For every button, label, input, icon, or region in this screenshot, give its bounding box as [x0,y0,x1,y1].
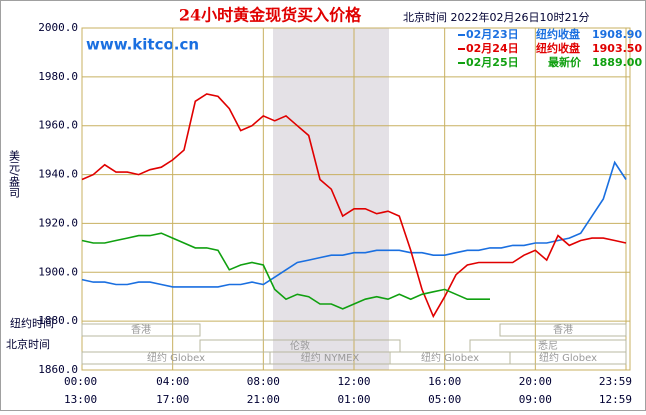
session-box [81,323,201,337]
y-tick-label: 1900.0 [38,265,78,278]
y-axis-label: 美元/盎司 [8,150,21,198]
session-label: 悉尼 [538,340,558,352]
y-tick-label: 2000.0 [38,21,78,34]
x2-tick-label: 05:00 [428,393,461,406]
session-box [509,351,627,365]
y-tick-label: 1920.0 [38,216,78,229]
session-label: 纽约 Globex [147,351,205,364]
x-tick-label: 23:59 [599,375,632,388]
y-tick-label: 1880.0 [38,314,78,327]
legend-name: 02月23日 [466,28,519,41]
x-tick-label: 04:00 [156,375,189,388]
x-tick-label: 08:00 [247,375,280,388]
session-label: 纽约 Globex [539,351,597,364]
legend-price: 1903.50 [592,42,642,55]
row-label: 北京时间 [6,337,50,351]
session-label: 纽约 NYMEX [301,351,360,364]
session-box [499,323,627,337]
row-label: 纽约时间 [10,316,54,330]
price-line [81,160,627,288]
legend-price: 1889.00 [592,56,642,69]
site-label: www.kitco.cn [86,36,199,54]
x2-tick-label: 13:00 [64,393,97,406]
x2-tick-label: 01:00 [337,393,370,406]
x-tick-label: 20:00 [519,375,552,388]
nymex-band [273,28,389,370]
x2-tick-label: 17:00 [156,393,189,406]
y-tick-label: 1940.0 [38,168,78,181]
chart-title: 24小时黄金现货买入价格 [179,6,362,25]
session-label: 纽约 Globex [421,351,479,364]
session-label: 香港 [131,324,151,336]
session-label: 香港 [553,324,573,336]
legend-price: 1908.90 [592,28,642,41]
price-line [81,93,627,319]
y-tick-label: 1860.0 [38,363,78,376]
legend-entry: 02月23日 纽约收盘 1908.90 [466,27,642,41]
price-line [81,232,490,310]
session-box [81,351,271,365]
legend-entry: 02月24日 纽约收盘 1903.50 [466,41,642,55]
legend-label: 纽约收盘 [536,41,580,55]
session-label: 伦敦 [290,339,310,352]
x2-tick-label: 09:00 [519,393,552,406]
x-tick-label: 16:00 [428,375,461,388]
legend-label: 最新价 [548,55,582,69]
x2-tick-label: 12:59 [599,393,632,406]
legend-name: 02月24日 [466,42,519,55]
y-tick-label: 1960.0 [38,119,78,132]
x2-tick-label: 21:00 [247,393,280,406]
x-tick-label: 12:00 [337,375,370,388]
legend-label: 纽约收盘 [536,27,580,41]
legend-entry: 02月25日 最新价 1889.00 [466,55,642,69]
subtitle: 北京时间 2022年02月26日10时21分 [403,10,589,24]
x-tick-label: 00:00 [64,375,97,388]
y-tick-label: 1980.0 [38,70,78,83]
legend-name: 02月25日 [466,56,519,69]
